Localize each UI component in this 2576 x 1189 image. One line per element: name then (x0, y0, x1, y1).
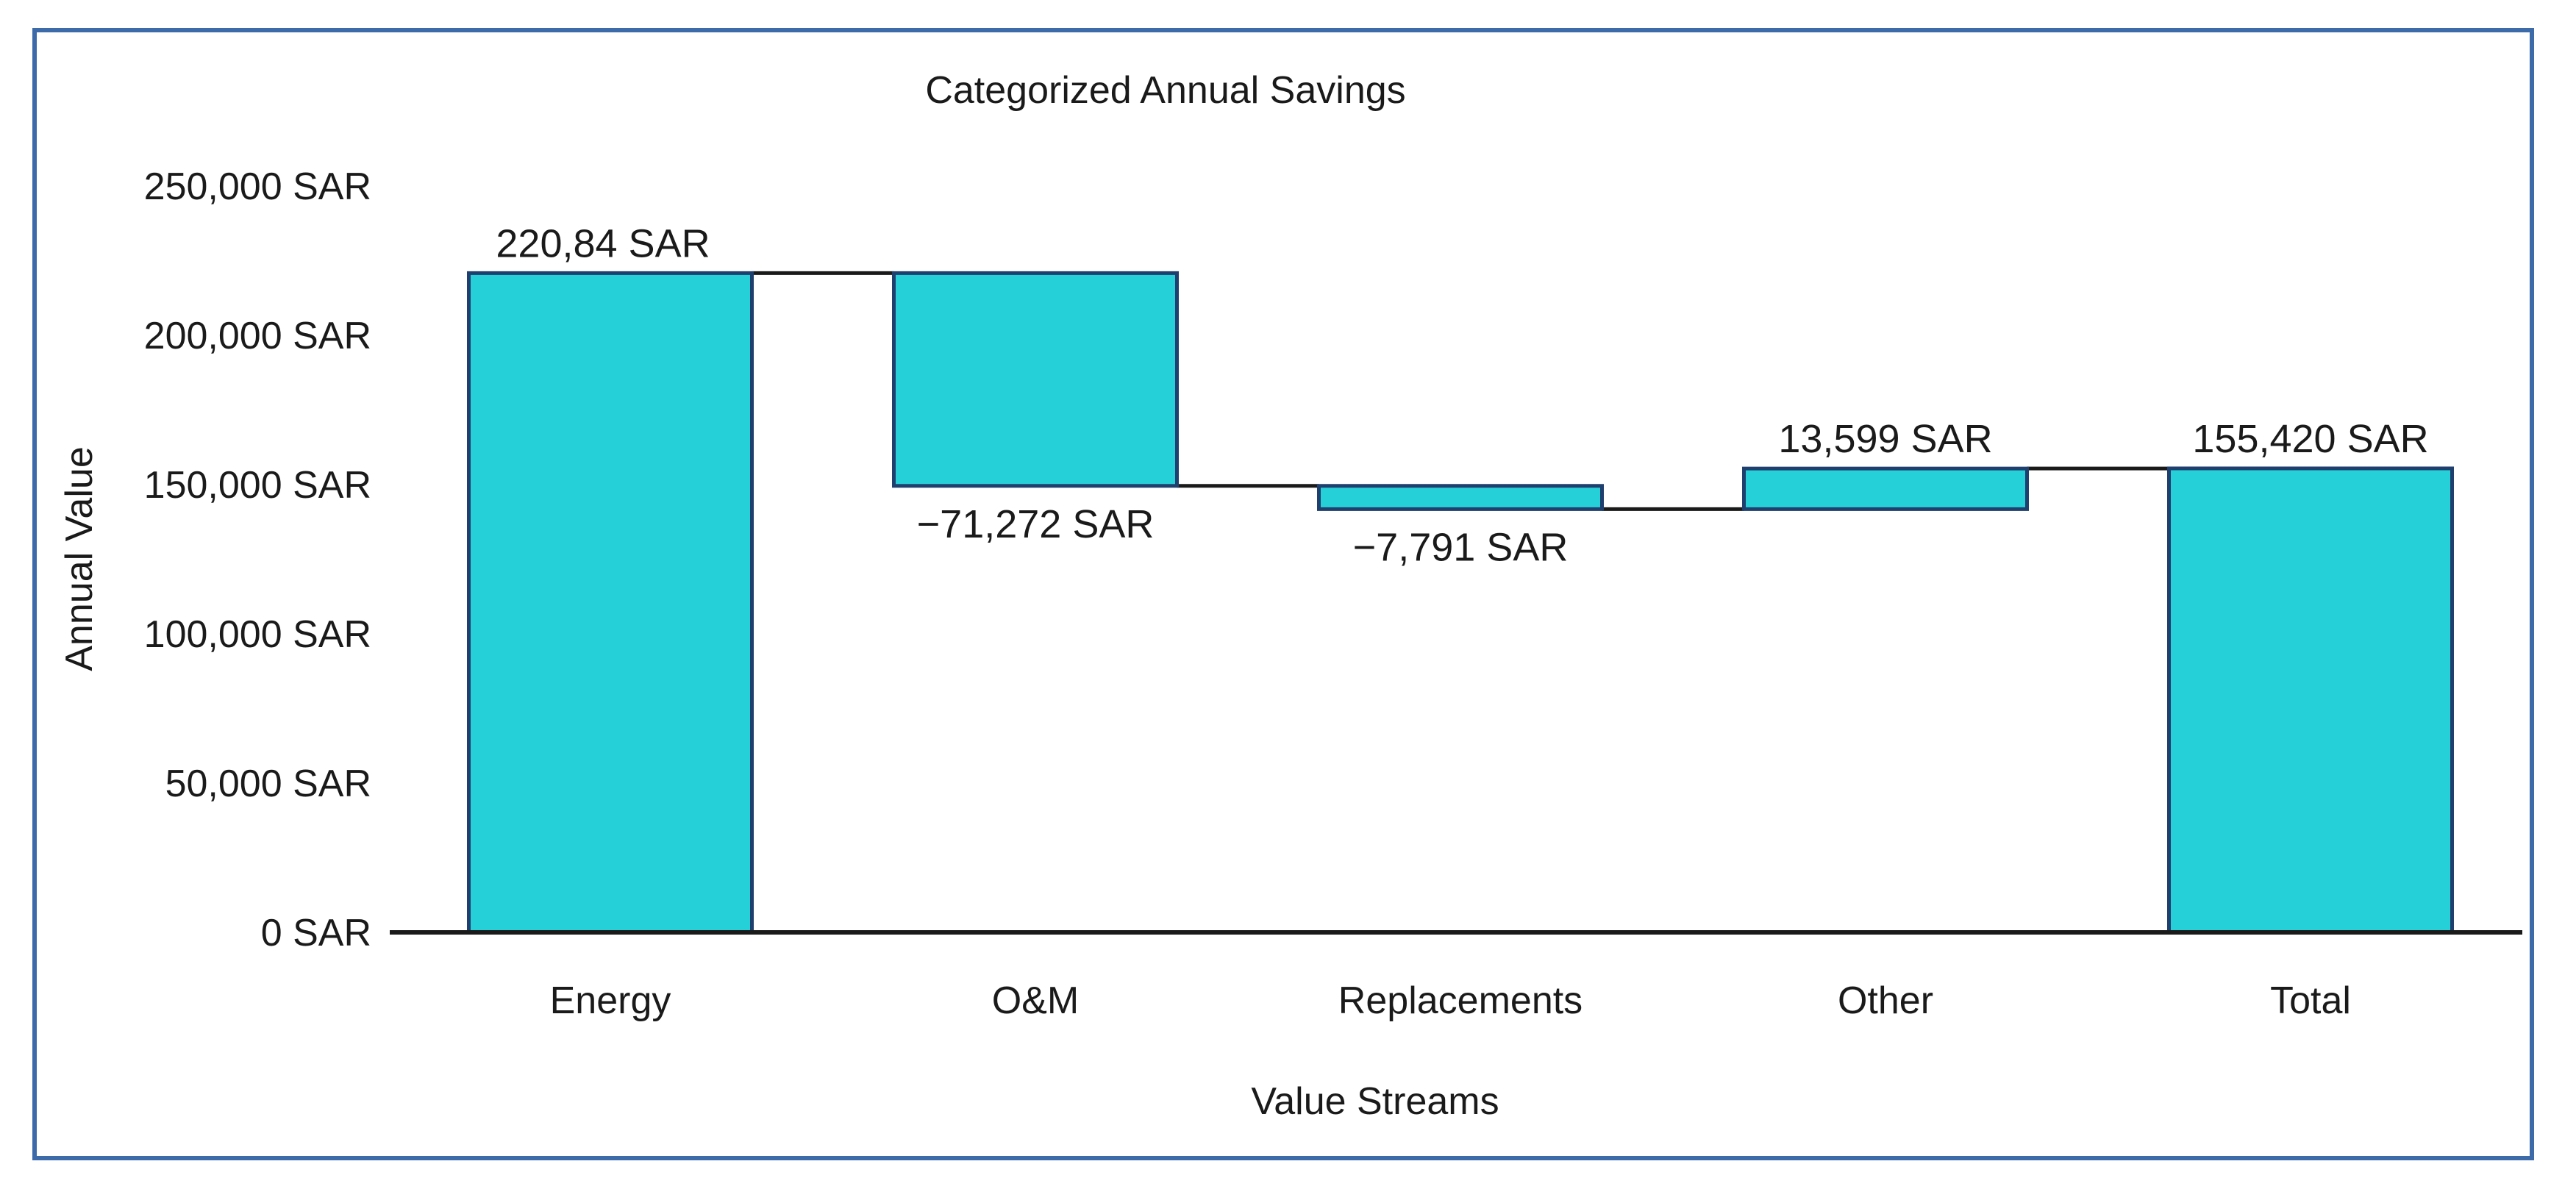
bar-o-m (892, 271, 1179, 488)
y-tick-label: 50,000 SAR (165, 763, 371, 805)
y-tick-label: 200,000 SAR (144, 315, 371, 357)
y-tick-label: 100,000 SAR (144, 613, 371, 656)
data-label: 220,84 SAR (496, 221, 710, 265)
chart-title: Categorized Annual Savings (925, 69, 1405, 112)
x-tick-label: Energy (550, 979, 671, 1022)
bar-replacements (1317, 484, 1604, 511)
x-tick-label: Replacements (1338, 979, 1583, 1022)
y-tick-label: 150,000 SAR (144, 464, 371, 507)
chart-frame (32, 28, 2534, 1160)
x-tick-label: O&M (992, 979, 1079, 1022)
data-label: 13,599 SAR (1778, 417, 1992, 461)
data-label: −7,791 SAR (1353, 525, 1569, 569)
y-tick-label: 0 SAR (261, 912, 371, 954)
data-label: 155,420 SAR (2192, 417, 2428, 461)
bar-total (2167, 466, 2454, 935)
stray-white-mark (932, 638, 968, 660)
bar-other (1742, 466, 2029, 511)
y-tick-label: 250,000 SAR (144, 165, 371, 208)
x-axis-title: Value Streams (1251, 1080, 1499, 1123)
x-tick-label: Total (2270, 979, 2351, 1022)
bar-energy (467, 271, 754, 935)
x-tick-label: Other (1838, 979, 1933, 1022)
data-label: −71,272 SAR (917, 502, 1155, 546)
y-axis-title: Annual Value (58, 446, 101, 671)
